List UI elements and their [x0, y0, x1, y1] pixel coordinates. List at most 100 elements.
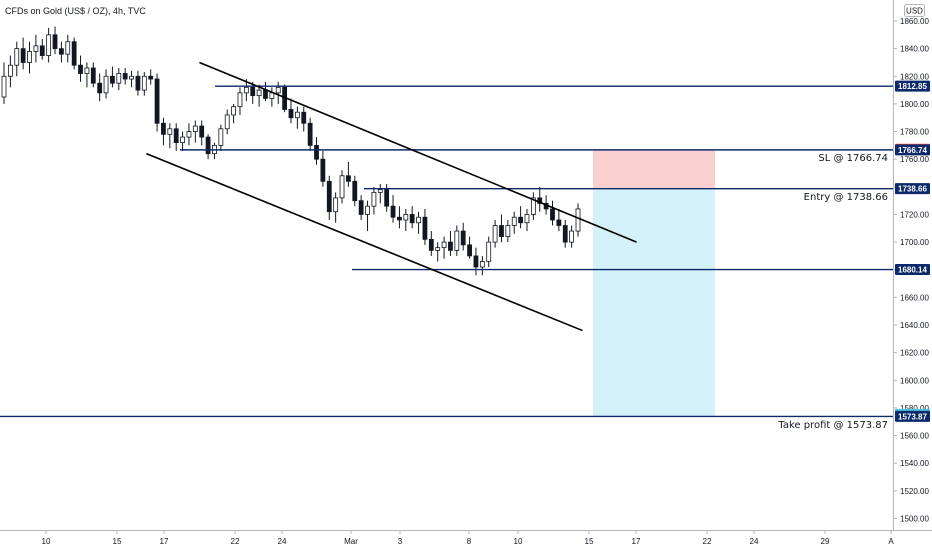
- horizontal-levels: [0, 85, 893, 418]
- candle-body: [122, 73, 128, 80]
- candle-body: [301, 111, 307, 124]
- candle: [52, 26, 58, 55]
- candle-body: [441, 241, 447, 249]
- candle: [71, 37, 77, 70]
- price-tick-label: 1540.00: [900, 459, 929, 468]
- time-tick-label: 29: [821, 537, 830, 546]
- currency-button-frame[interactable]: [904, 4, 925, 17]
- time-tick-label: 8: [467, 537, 472, 546]
- candle: [371, 186, 377, 215]
- price-tick-label: 1780.00: [900, 128, 929, 137]
- candle-body: [288, 109, 294, 119]
- price-tick-label: 1840.00: [900, 45, 929, 54]
- time-tick-label: Mar: [344, 537, 358, 546]
- candle-body: [339, 175, 345, 199]
- candle-body: [397, 216, 402, 221]
- candle: [110, 66, 115, 88]
- candle-body: [448, 241, 453, 251]
- candle-body: [205, 136, 211, 155]
- level-price-tag-text: 1738.66: [898, 185, 927, 194]
- level-price-tag-text: 1680.14: [898, 266, 927, 275]
- candle-body: [243, 86, 249, 94]
- currency-button[interactable]: USD: [904, 4, 925, 17]
- candle: [575, 203, 581, 237]
- price-tick-label: 1640.00: [900, 321, 929, 330]
- price-tick-label: 1500.00: [900, 515, 929, 524]
- candle: [65, 34, 71, 63]
- candle-body: [231, 106, 237, 116]
- candle-body: [250, 86, 256, 97]
- candle-body: [161, 122, 166, 135]
- candle-body: [20, 48, 26, 63]
- candle-body: [460, 230, 466, 246]
- candle: [116, 67, 122, 91]
- level-price-tag-bg: [895, 144, 930, 156]
- candle-body: [256, 89, 262, 97]
- stop-loss-zone: [593, 149, 715, 189]
- candle-body: [33, 45, 39, 52]
- candle: [397, 206, 402, 229]
- candle-body: [365, 205, 370, 215]
- candle: [129, 70, 134, 88]
- candle: [422, 208, 428, 245]
- stop-loss-annotation: SL @ 1766.74: [818, 153, 888, 164]
- time-tick-label: 3: [398, 537, 403, 546]
- price-tick-label: 1620.00: [900, 349, 929, 358]
- candle-body: [275, 86, 281, 94]
- candle-body: [377, 189, 383, 193]
- time-axis[interactable]: 10 15 17 22 24 Mar 3 8 10 15 17 22 24 29 A: [42, 530, 895, 546]
- level-price-tag-bg: [895, 264, 930, 276]
- candle: [390, 195, 396, 223]
- candle-body: [358, 200, 364, 215]
- candle: [288, 98, 294, 124]
- channel-upper-line[interactable]: [199, 61, 637, 243]
- candle-body: [27, 51, 32, 63]
- price-tick-label: 1580.00: [900, 404, 929, 413]
- candle-body: [479, 261, 485, 268]
- candle-body: [173, 128, 179, 144]
- time-tick-label: 24: [750, 537, 759, 546]
- candle: [84, 62, 90, 88]
- candle-body: [192, 125, 198, 132]
- time-tick-label: 17: [160, 537, 169, 546]
- candle-body: [180, 136, 185, 144]
- candle: [39, 38, 45, 60]
- candle-body: [416, 216, 421, 224]
- level-price-tag: 1812.85: [895, 80, 930, 92]
- candle-body: [103, 75, 109, 94]
- channel-lower-line[interactable]: [146, 152, 583, 332]
- candle: [231, 103, 237, 124]
- candle: [409, 206, 415, 229]
- price-tick-label: 1800.00: [900, 100, 929, 109]
- candle-body: [390, 205, 396, 218]
- candle-body: [499, 225, 504, 237]
- candle: [7, 55, 13, 88]
- candle: [518, 206, 523, 229]
- trend-channel: [146, 61, 637, 332]
- candle-body: [511, 216, 517, 226]
- candle: [243, 79, 249, 102]
- candle-body: [384, 189, 390, 207]
- time-tick-label: 17: [632, 537, 641, 546]
- candle-body: [473, 255, 479, 268]
- candle: [33, 34, 39, 63]
- level-price-tag-bg: [895, 410, 930, 422]
- candle-body: [46, 34, 52, 56]
- candle: [499, 214, 504, 243]
- candle-body: [314, 144, 319, 160]
- price-tick-label: 1820.00: [900, 72, 929, 81]
- candle: [428, 231, 434, 256]
- candle-body: [550, 208, 555, 221]
- candle-body: [97, 82, 103, 94]
- candle: [180, 131, 185, 151]
- currency-label[interactable]: USD: [906, 7, 923, 16]
- candle: [199, 120, 205, 146]
- candle: [556, 208, 562, 232]
- candle: [550, 200, 555, 226]
- candle-body: [530, 197, 536, 215]
- candle-body: [218, 128, 224, 146]
- candle-body: [428, 238, 434, 251]
- candle: [205, 134, 211, 160]
- candle-body: [320, 158, 326, 182]
- candle-body: [556, 219, 562, 226]
